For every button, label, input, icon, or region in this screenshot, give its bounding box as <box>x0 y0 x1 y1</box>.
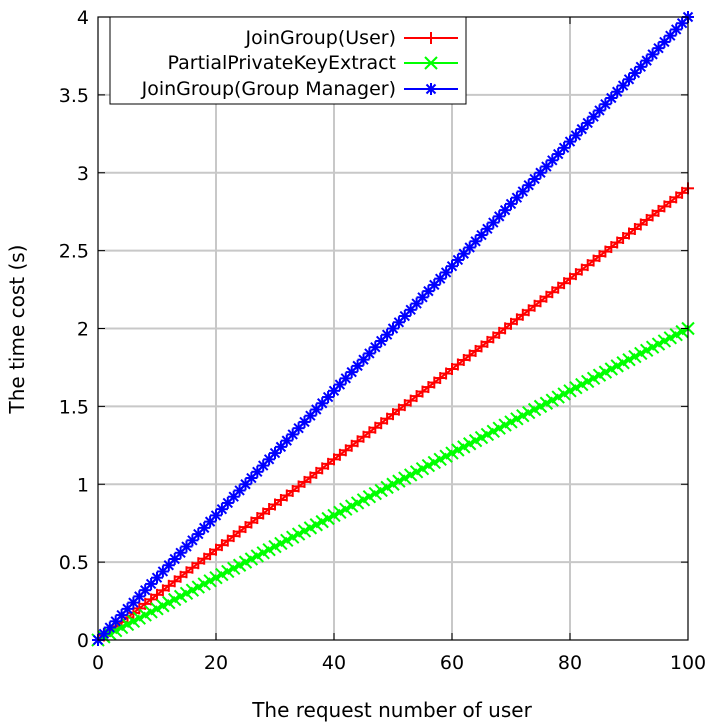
y-tick-label: 4 <box>77 7 89 29</box>
legend-marker-partialprivatekeyextract <box>424 56 438 70</box>
data-point <box>605 91 618 104</box>
x-tick-label: 40 <box>322 652 346 674</box>
y-axis-title: The time cost (s) <box>5 245 29 415</box>
data-point <box>274 440 287 453</box>
series-layer <box>91 11 695 647</box>
data-point <box>133 590 146 603</box>
legend: JoinGroup(User) PartialPrivateKeyExtract… <box>109 16 467 105</box>
y-tick-label: 1 <box>77 474 89 496</box>
ticks: 0 20 40 60 80 100 0 0.5 1 1.5 2 2.5 3 3.5 4 <box>59 7 706 674</box>
y-tick-label: 3 <box>77 163 89 185</box>
data-point <box>664 29 677 42</box>
data-point <box>333 378 346 391</box>
data-point <box>280 434 293 447</box>
legend-label-joingroup-user: JoinGroup(User) <box>244 27 396 49</box>
legend-marker-glyph <box>425 83 437 95</box>
legend-marker-joingroup-user <box>425 32 437 44</box>
x-tick-label: 80 <box>558 652 582 674</box>
data-point <box>339 372 352 385</box>
legend-label-partialprivatekeyextract: PartialPrivateKeyExtract <box>168 52 396 74</box>
y-tick-label: 3.5 <box>59 85 89 107</box>
data-point <box>387 322 399 335</box>
data-point <box>121 602 134 615</box>
data-point <box>575 123 588 136</box>
data-point <box>381 328 394 341</box>
series-joingroup-user <box>92 182 694 646</box>
y-tick-label: 0.5 <box>59 552 89 574</box>
legend-entry-partialprivatekeyextract: PartialPrivateKeyExtract <box>168 52 458 74</box>
y-tick-label: 2 <box>77 319 89 341</box>
data-point <box>670 23 683 36</box>
series-joingroup-group-manager <box>92 11 694 646</box>
data-point <box>375 334 388 347</box>
legend-marker-joingroup-group-manager <box>425 83 437 95</box>
y-tick-label: 0 <box>77 630 89 652</box>
y-tick-label: 1.5 <box>59 396 89 418</box>
data-point <box>581 116 594 129</box>
y-tick-label: 2.5 <box>59 241 89 263</box>
x-axis-title: The request number of user <box>251 698 532 722</box>
legend-marker-glyph <box>425 32 437 44</box>
legend-entry-joingroup-group-manager: JoinGroup(Group Manager) <box>141 78 458 100</box>
data-point <box>357 353 370 366</box>
legend-label-joingroup-group-manager: JoinGroup(Group Manager) <box>141 78 396 100</box>
legend-entry-joingroup-user: JoinGroup(User) <box>244 27 458 49</box>
data-point <box>115 609 128 622</box>
x-tick-label: 100 <box>670 652 706 674</box>
legend-marker-glyph <box>424 56 438 70</box>
x-tick-label: 20 <box>204 652 228 674</box>
x-tick-label: 60 <box>440 652 464 674</box>
x-tick-label: 0 <box>92 652 104 674</box>
